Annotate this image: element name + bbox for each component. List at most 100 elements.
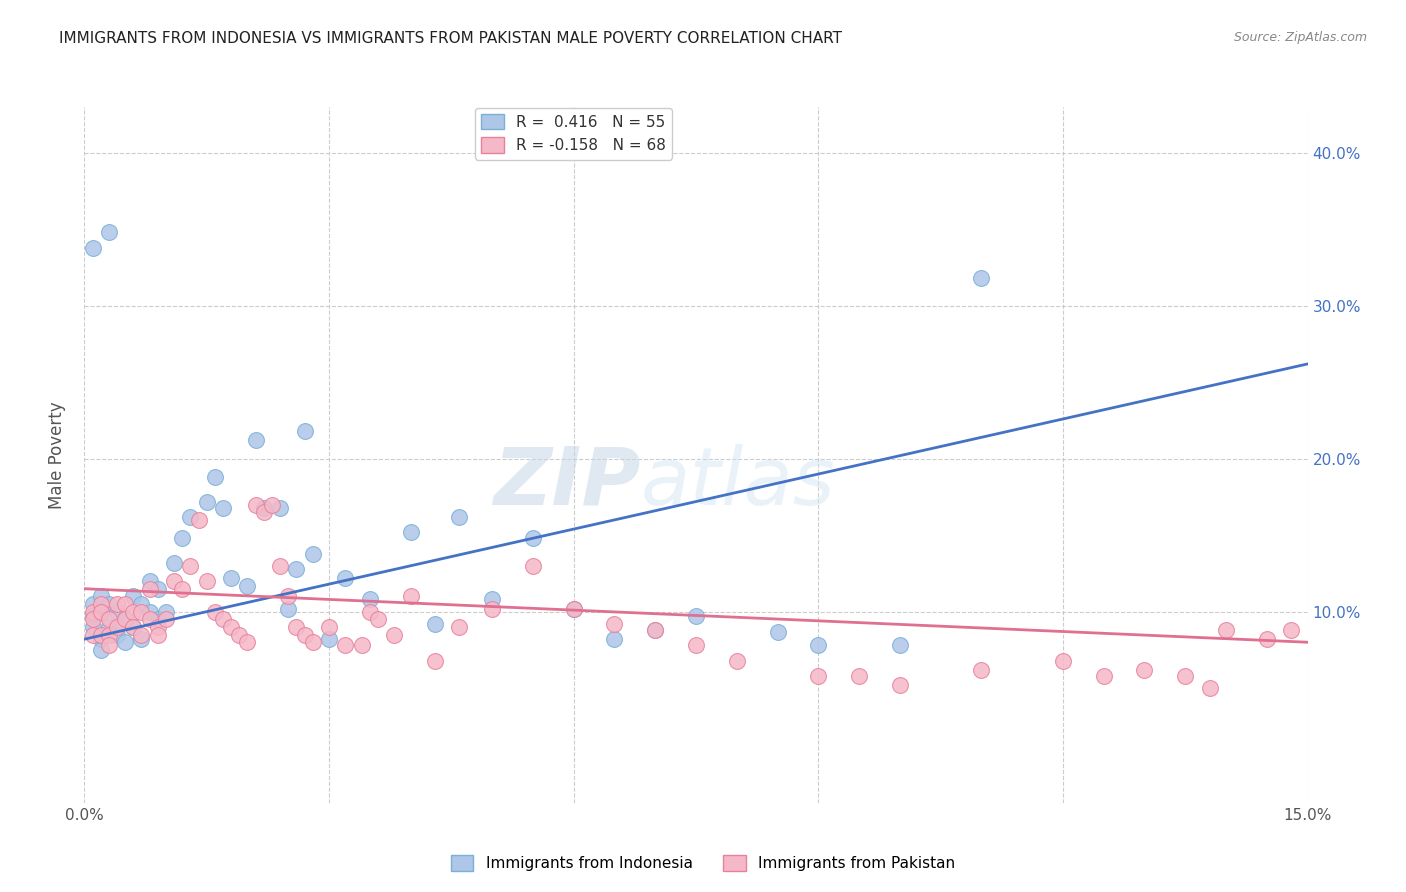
Point bbox=[90, 597, 112, 611]
Point bbox=[236, 579, 259, 593]
Point bbox=[253, 500, 276, 515]
Point bbox=[195, 574, 218, 588]
Point bbox=[350, 638, 373, 652]
Text: Source: ZipAtlas.com: Source: ZipAtlas.com bbox=[1233, 31, 1367, 45]
Legend: Immigrants from Indonesia, Immigrants from Pakistan: Immigrants from Indonesia, Immigrants fr… bbox=[444, 849, 962, 877]
Point bbox=[318, 632, 340, 647]
Point bbox=[423, 654, 446, 668]
Point bbox=[382, 627, 405, 641]
Point bbox=[146, 620, 169, 634]
Point bbox=[122, 620, 145, 634]
Point bbox=[449, 509, 471, 524]
Point bbox=[889, 678, 911, 692]
Point bbox=[82, 620, 104, 634]
Point bbox=[603, 632, 626, 647]
Point bbox=[97, 627, 120, 641]
Point bbox=[114, 612, 136, 626]
Point bbox=[138, 574, 160, 588]
Point bbox=[131, 632, 153, 647]
Text: IMMIGRANTS FROM INDONESIA VS IMMIGRANTS FROM PAKISTAN MALE POVERTY CORRELATION C: IMMIGRANTS FROM INDONESIA VS IMMIGRANTS … bbox=[59, 31, 842, 46]
Point bbox=[245, 434, 267, 448]
Point bbox=[423, 616, 446, 631]
Point bbox=[179, 558, 201, 573]
Point bbox=[1092, 669, 1115, 683]
Point bbox=[114, 635, 136, 649]
Point bbox=[90, 632, 112, 647]
Point bbox=[82, 612, 104, 626]
Point bbox=[212, 500, 235, 515]
Point bbox=[294, 627, 316, 641]
Point bbox=[285, 620, 308, 634]
Point bbox=[481, 601, 503, 615]
Point bbox=[146, 612, 169, 626]
Point bbox=[1279, 623, 1302, 637]
Point bbox=[204, 470, 226, 484]
Point bbox=[359, 592, 381, 607]
Point bbox=[105, 597, 128, 611]
Point bbox=[285, 562, 308, 576]
Point bbox=[1215, 623, 1237, 637]
Point bbox=[131, 597, 153, 611]
Point bbox=[105, 620, 128, 634]
Point bbox=[155, 612, 177, 626]
Point bbox=[228, 627, 250, 641]
Point bbox=[138, 605, 160, 619]
Point bbox=[236, 635, 259, 649]
Point bbox=[481, 592, 503, 607]
Point bbox=[163, 556, 186, 570]
Point bbox=[269, 500, 291, 515]
Point bbox=[122, 590, 145, 604]
Point bbox=[163, 574, 186, 588]
Point bbox=[138, 582, 160, 596]
Point bbox=[146, 582, 169, 596]
Point bbox=[187, 513, 209, 527]
Point bbox=[449, 620, 471, 634]
Point bbox=[766, 624, 789, 639]
Point bbox=[179, 509, 201, 524]
Point bbox=[260, 498, 283, 512]
Point bbox=[90, 590, 112, 604]
Text: ZIP: ZIP bbox=[494, 443, 641, 522]
Point bbox=[277, 590, 299, 604]
Point bbox=[131, 627, 153, 641]
Point bbox=[195, 494, 218, 508]
Point bbox=[562, 601, 585, 615]
Point bbox=[131, 605, 153, 619]
Point bbox=[122, 620, 145, 634]
Point bbox=[245, 498, 267, 512]
Point bbox=[82, 241, 104, 255]
Point bbox=[114, 597, 136, 611]
Point bbox=[807, 669, 830, 683]
Point bbox=[97, 612, 120, 626]
Point bbox=[97, 638, 120, 652]
Point bbox=[212, 612, 235, 626]
Point bbox=[399, 525, 422, 540]
Point bbox=[219, 620, 242, 634]
Point bbox=[522, 558, 544, 573]
Point bbox=[367, 612, 389, 626]
Point bbox=[114, 612, 136, 626]
Point bbox=[725, 654, 748, 668]
Point bbox=[172, 531, 194, 545]
Point bbox=[1052, 654, 1074, 668]
Point bbox=[359, 605, 381, 619]
Point bbox=[122, 605, 145, 619]
Point bbox=[562, 601, 585, 615]
Point bbox=[335, 638, 357, 652]
Legend: R =  0.416   N = 55, R = -0.158   N = 68: R = 0.416 N = 55, R = -0.158 N = 68 bbox=[475, 108, 672, 160]
Point bbox=[685, 638, 707, 652]
Point bbox=[970, 271, 993, 285]
Y-axis label: Male Poverty: Male Poverty bbox=[48, 401, 66, 508]
Point bbox=[172, 582, 194, 596]
Point bbox=[97, 620, 120, 634]
Point bbox=[644, 623, 666, 637]
Point bbox=[97, 226, 120, 240]
Point bbox=[294, 424, 316, 438]
Point bbox=[685, 609, 707, 624]
Point bbox=[1174, 669, 1197, 683]
Point bbox=[82, 597, 104, 611]
Point bbox=[277, 601, 299, 615]
Point bbox=[90, 627, 112, 641]
Point bbox=[848, 669, 870, 683]
Point bbox=[603, 616, 626, 631]
